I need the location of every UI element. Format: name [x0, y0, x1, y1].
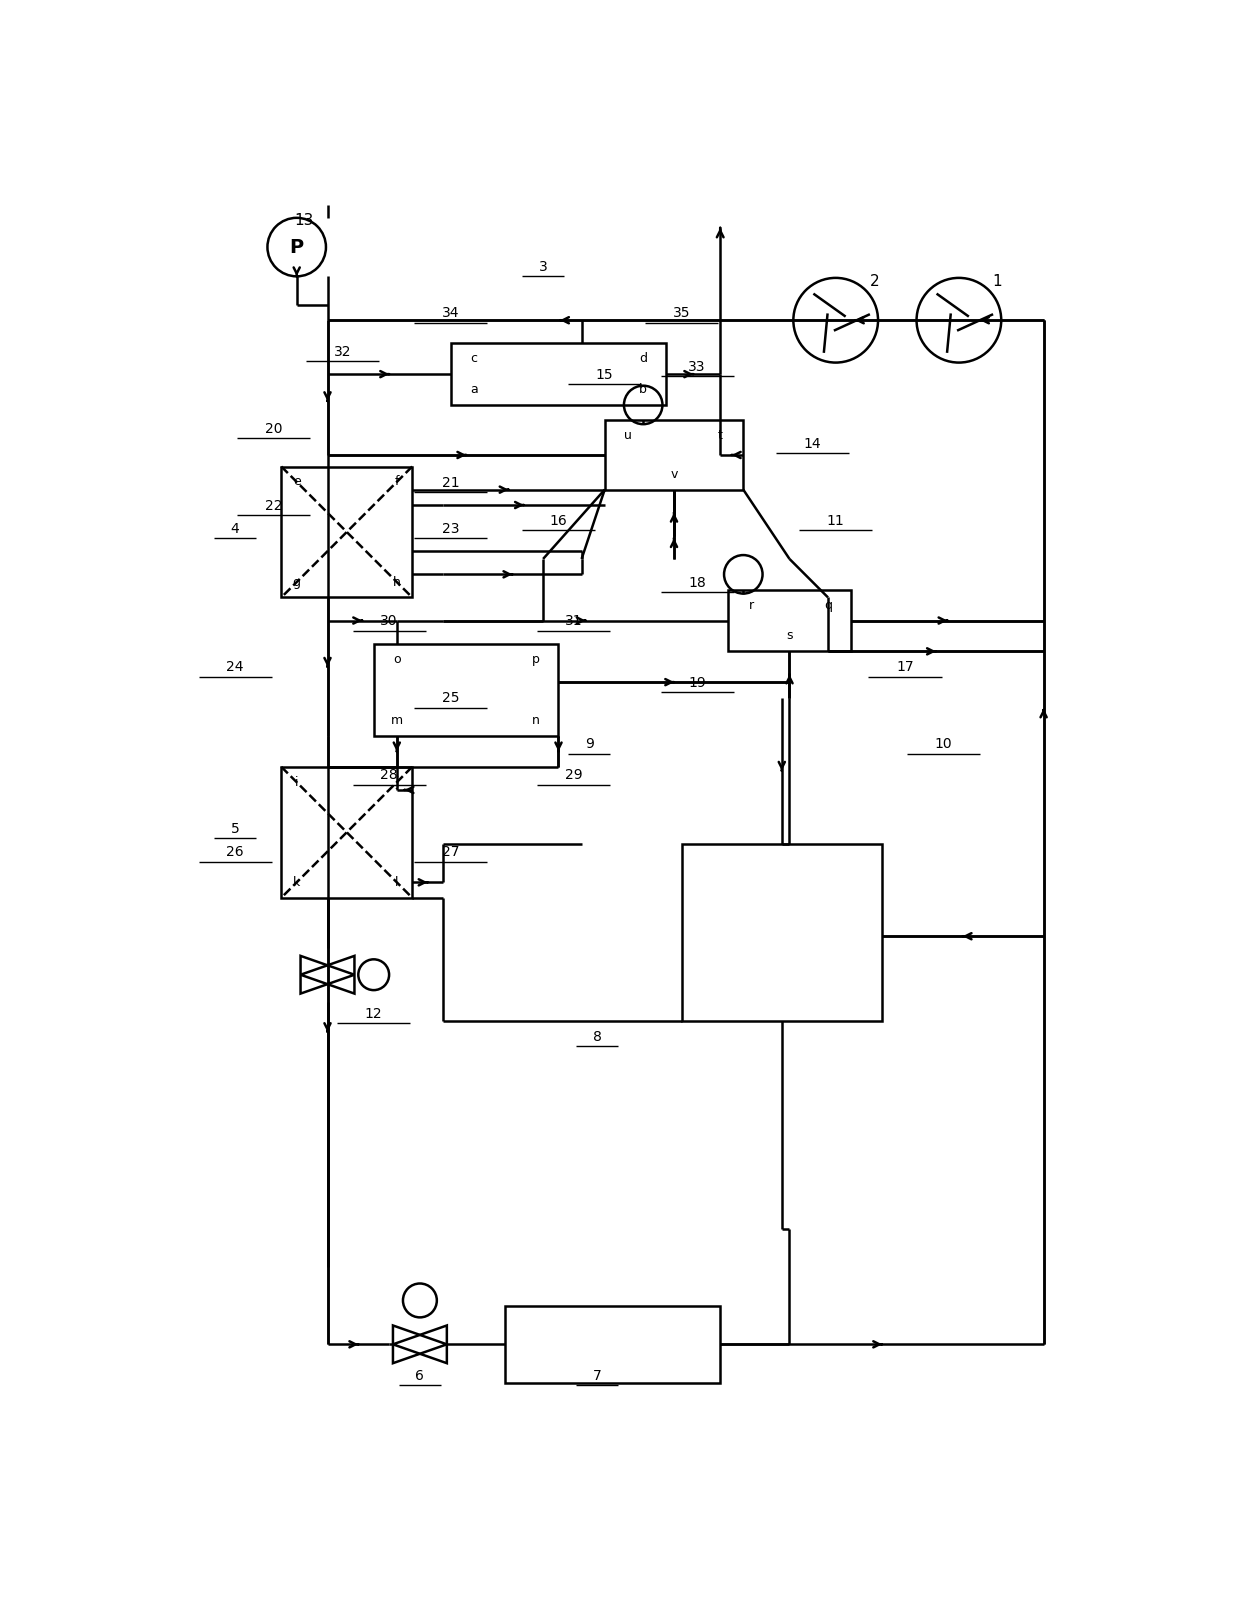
Bar: [728, 589, 851, 652]
Text: t: t: [718, 430, 723, 442]
Text: b: b: [640, 383, 647, 396]
Bar: [682, 843, 882, 1020]
Bar: [373, 644, 558, 736]
Text: 20: 20: [265, 422, 283, 436]
Bar: [281, 767, 412, 898]
Text: 1: 1: [992, 275, 1002, 289]
Text: q: q: [825, 599, 832, 612]
Text: f: f: [394, 476, 399, 489]
Text: 24: 24: [227, 661, 244, 674]
Text: 5: 5: [231, 822, 239, 837]
Text: 12: 12: [365, 1008, 382, 1020]
Text: 27: 27: [441, 845, 460, 859]
Text: l: l: [396, 875, 398, 890]
Text: 17: 17: [897, 661, 914, 674]
Text: n: n: [532, 714, 539, 727]
Text: 3: 3: [538, 260, 548, 275]
Text: 16: 16: [549, 514, 568, 529]
Text: 35: 35: [673, 307, 691, 321]
Bar: [450, 343, 666, 406]
Text: 23: 23: [441, 522, 460, 537]
Text: 8: 8: [593, 1030, 601, 1044]
Text: r: r: [749, 599, 754, 612]
Text: m: m: [391, 714, 403, 727]
Bar: [281, 466, 412, 597]
Text: 18: 18: [688, 577, 706, 589]
Text: v: v: [671, 468, 678, 481]
Text: c: c: [470, 353, 477, 366]
Text: 30: 30: [381, 615, 398, 628]
Text: 14: 14: [804, 438, 821, 450]
Text: 15: 15: [596, 367, 614, 382]
Text: P: P: [290, 238, 304, 257]
Text: h: h: [393, 575, 401, 589]
Text: d: d: [639, 353, 647, 366]
Text: 6: 6: [415, 1369, 424, 1383]
Text: 29: 29: [565, 768, 583, 783]
Text: 26: 26: [226, 845, 244, 859]
Text: a: a: [470, 383, 477, 396]
Text: j: j: [396, 776, 398, 789]
Text: p: p: [532, 653, 539, 666]
Text: 32: 32: [334, 345, 352, 359]
Bar: [605, 420, 743, 490]
Text: 13: 13: [295, 212, 314, 228]
Text: 22: 22: [265, 498, 283, 513]
Text: 19: 19: [688, 676, 706, 690]
Text: 10: 10: [935, 738, 952, 752]
Text: i: i: [295, 776, 299, 789]
Text: 33: 33: [688, 361, 706, 374]
Text: e: e: [293, 476, 300, 489]
Text: 25: 25: [441, 692, 460, 706]
Text: s: s: [786, 629, 792, 642]
Text: 31: 31: [565, 615, 583, 628]
Text: u: u: [624, 430, 631, 442]
Bar: [505, 1306, 720, 1383]
Text: 28: 28: [381, 768, 398, 783]
Text: g: g: [293, 575, 300, 589]
Text: 2: 2: [869, 275, 879, 289]
Text: 9: 9: [585, 738, 594, 752]
Text: o: o: [393, 653, 401, 666]
Text: 21: 21: [441, 476, 460, 490]
Text: 11: 11: [827, 514, 844, 529]
Text: k: k: [293, 875, 300, 890]
Text: 7: 7: [593, 1369, 601, 1383]
Text: 4: 4: [231, 522, 239, 537]
Text: 34: 34: [441, 307, 460, 321]
